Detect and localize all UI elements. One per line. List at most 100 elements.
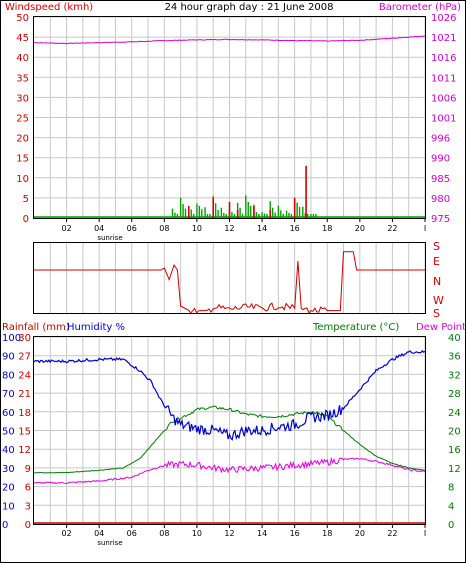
temperature-tick-label: 12 <box>448 464 461 475</box>
x-tick-label: 10 <box>192 529 202 538</box>
barometer-tick-label: 985 <box>431 174 450 185</box>
barometer-tick-label: 975 <box>431 214 450 225</box>
temperature-tick-label: 36 <box>448 352 461 363</box>
x-tick-label: 08 <box>159 529 169 538</box>
humidity-tick-label: 70 <box>2 389 15 400</box>
dewpoint-line <box>33 456 426 485</box>
dewpoint-axis-title: Dew Point <box>416 322 466 333</box>
humidity-tick-label: 60 <box>2 408 15 419</box>
rainfall-tick-label: 30 <box>18 333 31 344</box>
wind-time-axis: 02 04 06 08 10 12 14 16 18 20 22 I <box>61 218 426 233</box>
x-tick-label: I <box>424 224 426 233</box>
x-tick-label: 22 <box>387 529 397 538</box>
humidity-axis-title: Humidity % <box>67 322 125 333</box>
humidity-tick-label: 90 <box>2 352 15 363</box>
direction-tick-label: N <box>433 275 441 288</box>
windspeed-tick-label: 15 <box>16 154 29 165</box>
humidity-tick-label: 30 <box>2 464 15 475</box>
temperature-humidity-panel: Rainfall (mm) Humidity % Temperature (°C… <box>2 322 466 547</box>
x-tick-label: 14 <box>257 529 267 538</box>
sunrise-label: sunrise <box>97 234 122 242</box>
barometer-tick-label: 1026 <box>431 13 456 24</box>
barometer-tick-label: 996 <box>431 134 450 145</box>
temperature-tick-label: 28 <box>448 389 461 400</box>
barometer-tick-label: 1011 <box>431 73 456 84</box>
direction-tick-label: E <box>433 255 440 268</box>
temperature-tick-label: 8 <box>448 483 454 494</box>
windspeed-tick-label: 30 <box>16 93 29 104</box>
x-tick-label: 14 <box>257 224 267 233</box>
temperature-tick-label: 16 <box>448 445 461 456</box>
chart-title: 24 hour graph day : 21 June 2008 <box>165 2 334 13</box>
windspeed-tick-label: 25 <box>16 114 29 125</box>
direction-plot-frame <box>33 242 426 314</box>
temperature-tick-label: 4 <box>448 501 454 512</box>
humidity-tick-label: 50 <box>2 427 15 438</box>
windspeed-tick-label: 50 <box>16 13 29 24</box>
x-tick-label: 12 <box>224 529 234 538</box>
x-tick-label: 16 <box>290 529 300 538</box>
rainfall-tick-label: 24 <box>18 370 31 381</box>
barometer-tick-label: 990 <box>431 154 450 165</box>
windspeed-tick-label: 35 <box>16 73 29 84</box>
x-tick-label: 04 <box>94 224 104 233</box>
humidity-tick-label: 100 <box>2 333 21 344</box>
wind-direction-line <box>34 251 425 314</box>
x-tick-label: 08 <box>159 224 169 233</box>
x-tick-label: 06 <box>127 224 137 233</box>
x-tick-label: 10 <box>192 224 202 233</box>
temperature-tick-label: 40 <box>448 333 461 344</box>
barometer-axis-title: Barometer (hPa) <box>379 2 461 13</box>
rainfall-tick-label: 21 <box>18 389 31 400</box>
rainfall-tick-label: 3 <box>25 501 31 512</box>
rainfall-tick-label: 15 <box>18 427 31 438</box>
x-tick-label: 02 <box>61 529 71 538</box>
direction-tick-label: S <box>433 240 440 253</box>
humidity-tick-label: 10 <box>2 501 15 512</box>
windspeed-tick-label: 0 <box>23 214 29 225</box>
x-tick-label: 22 <box>387 224 397 233</box>
x-tick-label: 18 <box>322 529 332 538</box>
x-tick-label: 04 <box>94 529 104 538</box>
barometer-tick-label: 1001 <box>431 114 456 125</box>
direction-tick-label: S <box>433 307 440 320</box>
x-tick-label: 12 <box>224 224 234 233</box>
temperature-tick-label: 24 <box>448 408 461 419</box>
rainfall-axis-title: Rainfall (mm) <box>2 322 70 333</box>
direction-series <box>34 251 425 314</box>
temp-series <box>33 349 426 524</box>
barometer-line <box>34 35 426 45</box>
windspeed-axis-title: Windspeed (kmh) <box>5 2 93 13</box>
rainfall-tick-label: 12 <box>18 445 31 456</box>
rainfall-tick-label: 9 <box>25 464 31 475</box>
barometer-tick-label: 1021 <box>431 33 456 44</box>
windspeed-tick-label: 20 <box>16 134 29 145</box>
x-tick-label: 16 <box>290 224 300 233</box>
temperature-tick-label: 20 <box>448 427 461 438</box>
rainfall-tick-label: 27 <box>18 352 31 363</box>
rainfall-tick-label: 18 <box>18 408 31 419</box>
barometer-tick-label: 1016 <box>431 53 456 64</box>
x-tick-label: 02 <box>61 224 71 233</box>
temp-time-axis: 02 04 06 08 10 12 14 16 18 20 22 I <box>61 524 426 538</box>
humidity-tick-label: 0 <box>2 520 8 531</box>
temperature-axis-title: Temperature (°C) <box>312 322 399 333</box>
x-tick-label: 20 <box>355 224 365 233</box>
humidity-tick-label: 40 <box>2 445 15 456</box>
direction-tick-label: W <box>433 294 444 307</box>
wind-series <box>34 35 426 218</box>
windspeed-tick-label: 45 <box>16 33 29 44</box>
windspeed-tick-label: 10 <box>16 174 29 185</box>
windspeed-tick-label: 5 <box>23 194 29 205</box>
temperature-tick-label: 0 <box>448 520 454 531</box>
x-tick-label: 20 <box>355 529 365 538</box>
temperature-line <box>33 405 426 474</box>
sunrise-label-bottom: sunrise <box>97 539 122 547</box>
